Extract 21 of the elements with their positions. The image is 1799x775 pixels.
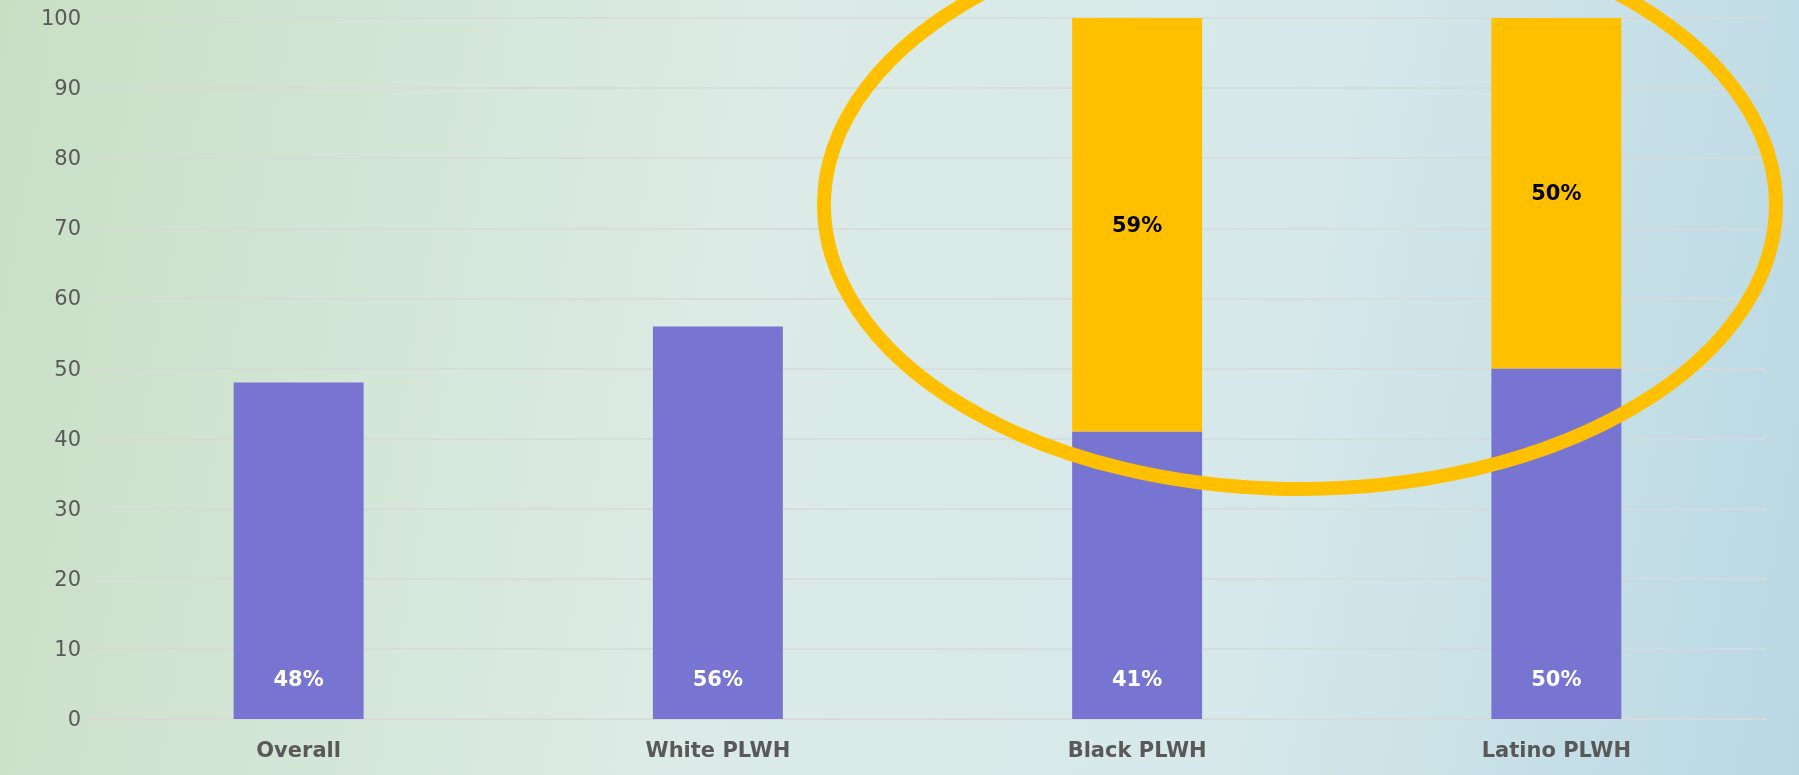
data-label: 50% (1531, 666, 1582, 691)
y-tick-label: 20 (54, 566, 81, 591)
data-label: 56% (692, 666, 744, 691)
y-tick-label: 30 (54, 496, 81, 521)
x-tick-label: White PLWH (645, 737, 791, 762)
y-tick-label: 50 (54, 356, 81, 381)
data-label: 48% (273, 666, 324, 691)
data-label: 59% (1111, 212, 1163, 237)
y-tick-label: 0 (67, 707, 81, 731)
x-tick-label: Latino PLWH (1481, 737, 1632, 762)
y-tick-label: 80 (54, 146, 81, 171)
data-label: 41% (1111, 666, 1163, 691)
y-tick-label: 60 (54, 286, 81, 311)
y-tick-label: 40 (54, 426, 81, 451)
data-label: 50% (1531, 181, 1582, 206)
y-tick-label: 70 (54, 216, 81, 241)
x-tick-label: Black PLWH (1067, 737, 1207, 762)
y-tick-label: 90 (54, 76, 81, 101)
y-tick-label: 10 (54, 636, 81, 661)
x-tick-label: Overall (256, 737, 341, 762)
y-tick-label: 100 (40, 6, 81, 30)
